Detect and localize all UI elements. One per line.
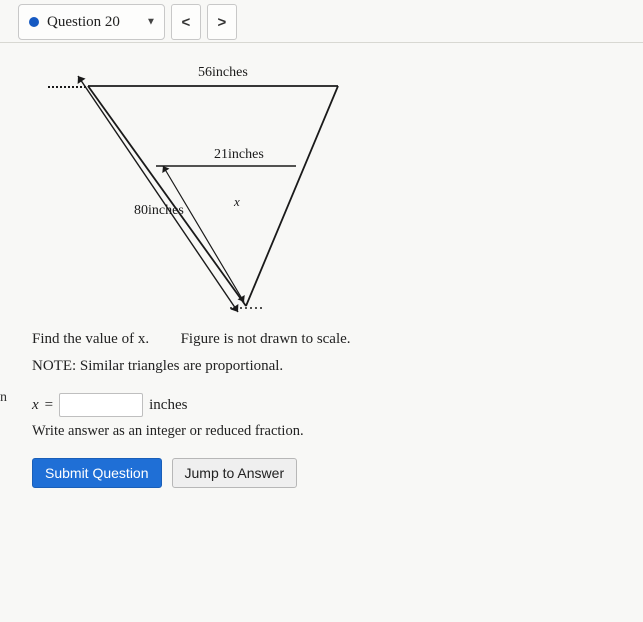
scale-note: Figure is not drawn to scale.	[181, 331, 351, 347]
triangle-figure: 56inches 21inches 80inches x	[48, 62, 378, 317]
next-question-button[interactable]: >	[207, 4, 237, 40]
toolbar-divider	[0, 42, 643, 43]
instruction-line: Find the value of x. Figure is not drawn…	[32, 331, 617, 348]
answer-unit: inches	[149, 397, 187, 414]
jump-to-answer-button[interactable]: Jump to Answer	[172, 458, 298, 488]
left-page-fragment: n	[0, 390, 7, 406]
svg-text:x: x	[233, 194, 240, 209]
triangle-svg: 56inches 21inches 80inches x	[48, 62, 378, 317]
question-selector[interactable]: Question 20 ▼	[18, 4, 165, 40]
equals-sign: =	[45, 397, 53, 414]
dotted-guide-left	[48, 86, 86, 88]
svg-text:80inches: 80inches	[134, 203, 184, 218]
button-row: Submit Question Jump to Answer	[32, 458, 617, 488]
prev-question-button[interactable]: <	[171, 4, 201, 40]
submit-button[interactable]: Submit Question	[32, 458, 162, 488]
find-text: Find the value of x.	[32, 331, 149, 347]
question-number-label: Question 20	[47, 14, 120, 31]
chevron-right-icon: >	[218, 14, 227, 31]
note-text: NOTE: Similar triangles are proportional…	[32, 358, 617, 375]
x-variable: x	[32, 397, 39, 414]
chevron-left-icon: <	[182, 14, 191, 31]
answer-input[interactable]	[59, 393, 143, 417]
caret-down-icon: ▼	[146, 17, 156, 28]
status-dot-icon	[29, 17, 39, 27]
answer-hint: Write answer as an integer or reduced fr…	[32, 423, 617, 440]
answer-row: x = inches	[32, 393, 617, 417]
question-toolbar: Question 20 ▼ < >	[0, 0, 643, 40]
svg-text:21inches: 21inches	[214, 147, 264, 162]
question-content: 56inches 21inches 80inches x Find the value…	[0, 40, 643, 504]
svg-text:56inches: 56inches	[198, 65, 248, 80]
